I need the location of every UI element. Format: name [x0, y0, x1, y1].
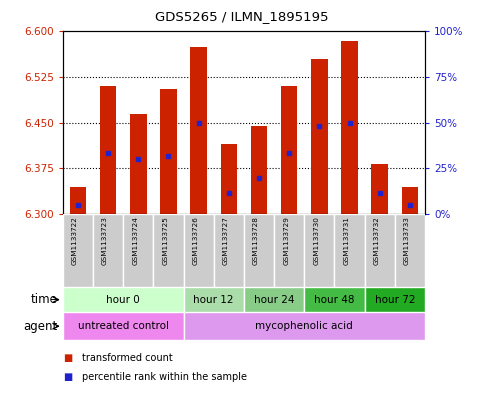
Bar	[251, 126, 267, 214]
Bar	[63, 287, 184, 312]
Bar	[244, 214, 274, 287]
Bar	[281, 86, 298, 214]
Text: ■: ■	[63, 372, 72, 382]
Bar	[311, 59, 327, 214]
Bar	[130, 114, 146, 214]
Bar	[100, 86, 116, 214]
Text: GSM1133722: GSM1133722	[72, 217, 78, 265]
Bar	[63, 312, 184, 340]
Text: hour 12: hour 12	[194, 295, 234, 305]
Bar	[184, 287, 244, 312]
Bar	[341, 40, 358, 214]
Text: agent: agent	[24, 320, 58, 333]
Bar	[334, 214, 365, 287]
Text: GSM1133730: GSM1133730	[313, 217, 319, 265]
Text: hour 48: hour 48	[314, 295, 355, 305]
Text: GSM1133729: GSM1133729	[283, 217, 289, 265]
Text: ■: ■	[63, 353, 72, 363]
Text: transformed count: transformed count	[82, 353, 173, 363]
Bar	[63, 214, 93, 287]
Bar	[365, 287, 425, 312]
Text: untreated control: untreated control	[78, 321, 169, 331]
Text: GSM1133733: GSM1133733	[404, 217, 410, 265]
Text: GDS5265 / ILMN_1895195: GDS5265 / ILMN_1895195	[155, 10, 328, 23]
Bar	[213, 214, 244, 287]
Text: hour 72: hour 72	[375, 295, 415, 305]
Bar	[304, 214, 334, 287]
Text: mycophenolic acid: mycophenolic acid	[256, 321, 353, 331]
Bar	[123, 214, 154, 287]
Text: percentile rank within the sample: percentile rank within the sample	[82, 372, 247, 382]
Bar	[395, 214, 425, 287]
Bar	[371, 164, 388, 214]
Bar	[184, 214, 213, 287]
Bar	[402, 187, 418, 214]
Bar	[190, 47, 207, 214]
Bar	[274, 214, 304, 287]
Text: GSM1133731: GSM1133731	[343, 217, 350, 265]
Bar	[365, 214, 395, 287]
Bar	[154, 214, 184, 287]
Text: GSM1133725: GSM1133725	[162, 217, 169, 265]
Text: hour 24: hour 24	[254, 295, 294, 305]
Bar	[70, 187, 86, 214]
Text: GSM1133732: GSM1133732	[374, 217, 380, 265]
Bar	[93, 214, 123, 287]
Text: GSM1133727: GSM1133727	[223, 217, 229, 265]
Text: hour 0: hour 0	[106, 295, 140, 305]
Bar	[221, 144, 237, 214]
Bar	[160, 89, 177, 214]
Text: time: time	[31, 293, 58, 306]
Text: GSM1133726: GSM1133726	[193, 217, 199, 265]
Text: GSM1133723: GSM1133723	[102, 217, 108, 265]
Bar	[304, 287, 365, 312]
Text: GSM1133728: GSM1133728	[253, 217, 259, 265]
Bar	[184, 312, 425, 340]
Bar	[244, 287, 304, 312]
Text: GSM1133724: GSM1133724	[132, 217, 138, 265]
